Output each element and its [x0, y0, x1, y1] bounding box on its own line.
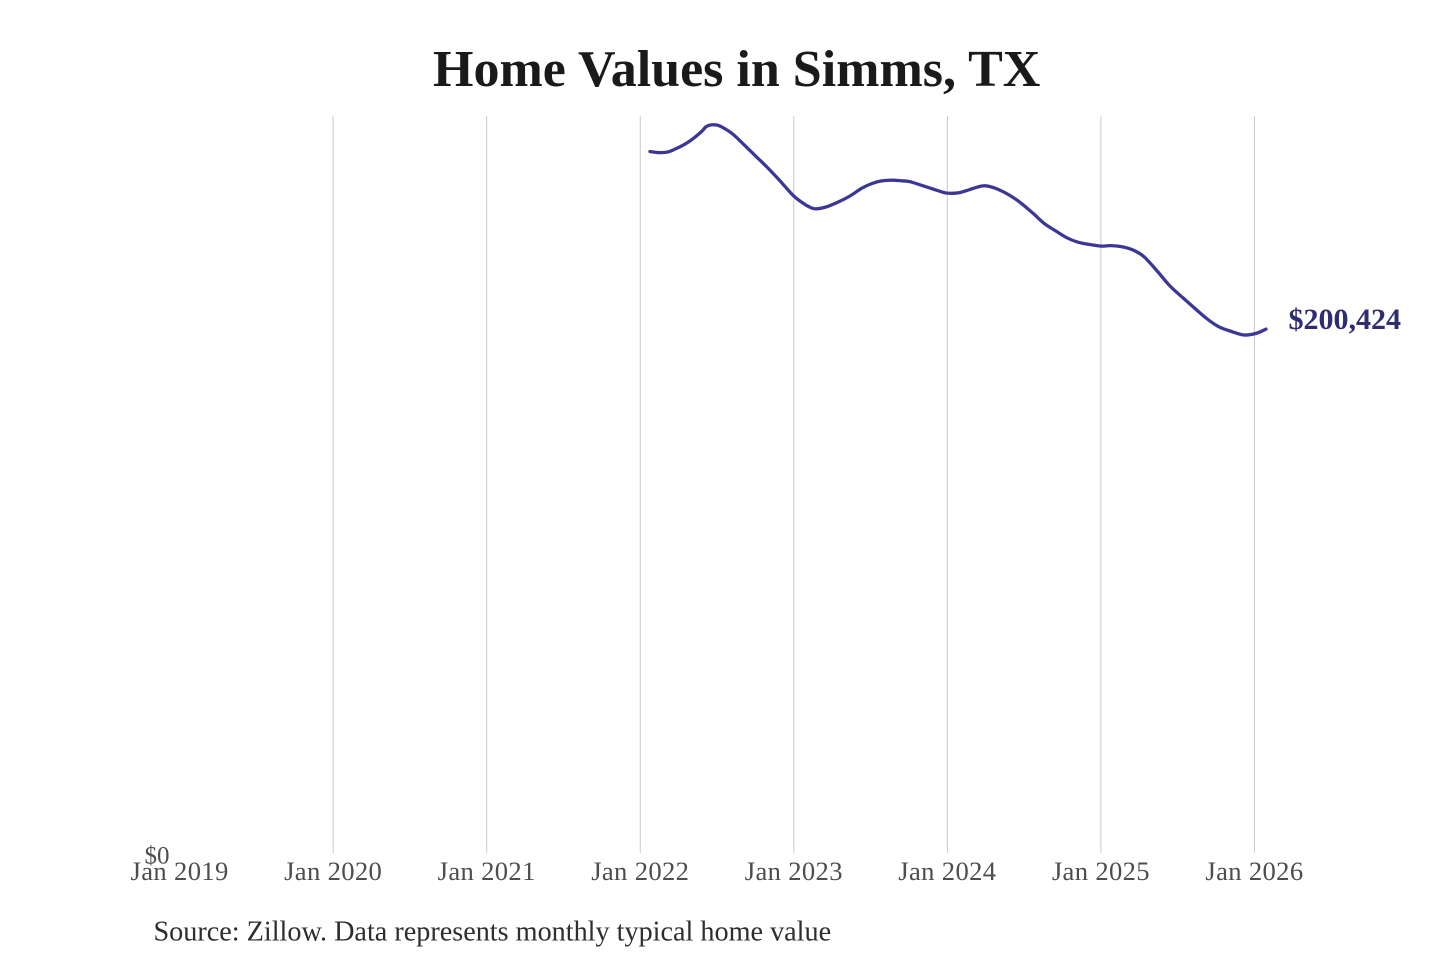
svg-text:Home Values in Simms, TX: Home Values in Simms, TX: [433, 41, 1040, 98]
svg-text:Jan 2020: Jan 2020: [284, 856, 382, 886]
svg-text:Source: Zillow. Data represent: Source: Zillow. Data represents monthly …: [154, 917, 832, 948]
svg-text:Jan 2025: Jan 2025: [1052, 856, 1150, 886]
svg-text:Jan 2024: Jan 2024: [898, 856, 996, 886]
svg-text:Jan 2026: Jan 2026: [1205, 856, 1303, 886]
svg-text:$0: $0: [145, 843, 170, 870]
svg-text:$200,424: $200,424: [1289, 303, 1402, 336]
svg-text:Jan 2019: Jan 2019: [131, 856, 229, 886]
svg-text:Jan 2023: Jan 2023: [745, 856, 843, 886]
svg-text:Jan 2021: Jan 2021: [438, 856, 536, 886]
svg-text:Jan 2022: Jan 2022: [591, 856, 689, 886]
